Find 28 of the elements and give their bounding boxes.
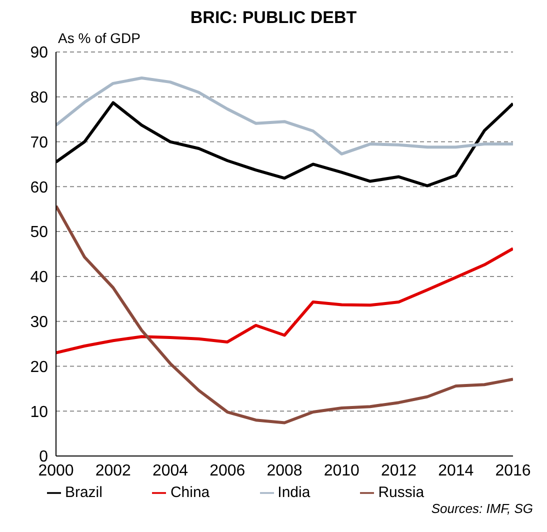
line-series [56, 247, 513, 354]
legend-label: Brazil [64, 484, 102, 501]
chart-title: BRIC: PUBLIC DEBT [189, 8, 358, 28]
legend-label: India [278, 484, 310, 501]
line-series [56, 76, 513, 156]
y-tick-label: 10 [30, 404, 48, 421]
y-tick-label: 70 [30, 134, 48, 152]
x-tick-label: 2014 [438, 462, 474, 480]
y-tick-label: 40 [30, 269, 48, 286]
y-tick-label: 90 [30, 44, 48, 62]
x-tick-label: 2012 [380, 462, 417, 480]
x-tick-label: 2010 [324, 462, 360, 480]
legend-label: China [170, 484, 210, 501]
x-tick-label: 2008 [266, 462, 302, 480]
y-tick-label: 80 [30, 90, 48, 107]
x-tick-label: 2000 [38, 462, 74, 480]
y-tick-label: 50 [30, 224, 48, 242]
y-tick-label: 60 [30, 179, 48, 196]
line-series [56, 204, 513, 424]
y-tick-label: 30 [30, 314, 48, 332]
x-tick-label: 2006 [210, 462, 246, 480]
y-axis-title: As % of GDP [58, 30, 142, 46]
legend-label: Russia [378, 484, 424, 501]
x-tick-label: 2002 [95, 462, 132, 480]
x-tick-label: 2004 [152, 462, 188, 480]
source-note: Sources: IMF, SG [430, 501, 533, 516]
y-tick-label: 20 [30, 358, 48, 376]
x-tick-label: 2016 [495, 462, 531, 480]
